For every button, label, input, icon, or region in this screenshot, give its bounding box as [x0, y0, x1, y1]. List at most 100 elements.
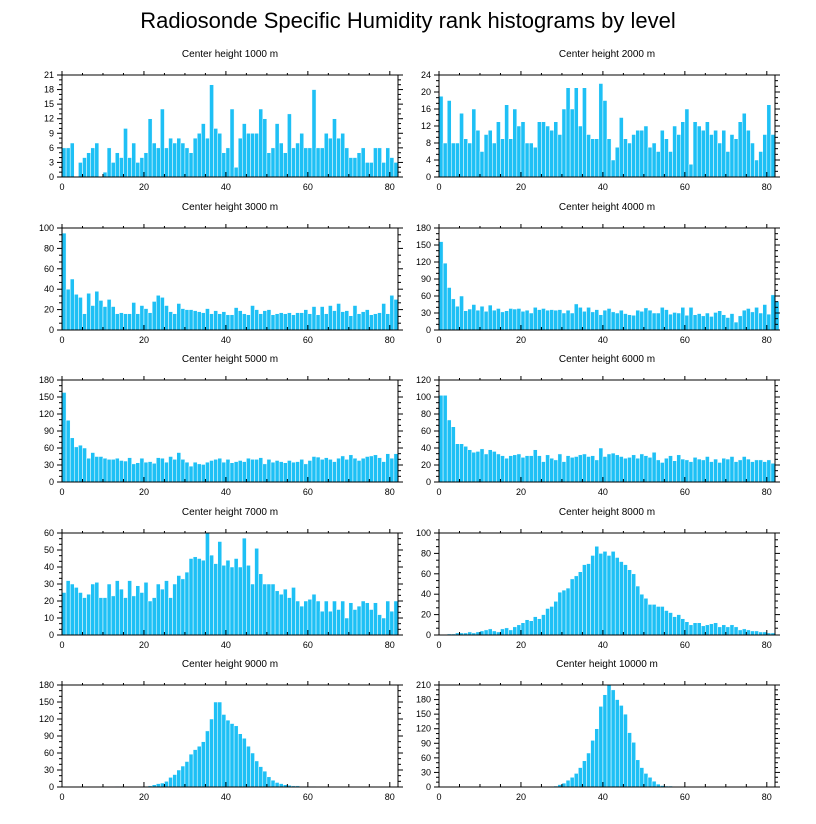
y-tick-label: 24 [421, 70, 431, 80]
histogram-bar [168, 456, 173, 483]
histogram-bar [184, 571, 190, 636]
histogram-bar [106, 299, 112, 331]
histogram-bar [61, 147, 67, 178]
histogram-bar [262, 310, 268, 331]
histogram-bar [184, 309, 190, 331]
histogram-bar [442, 395, 448, 483]
histogram-bar [221, 461, 227, 483]
histogram-bar [254, 309, 259, 331]
histogram-bar [614, 454, 620, 483]
histogram-bar [135, 462, 141, 483]
histogram-bar [631, 315, 636, 331]
panel-title: Center height 10000 m [556, 659, 658, 670]
histogram-bar [287, 312, 292, 331]
histogram-bar [582, 311, 587, 331]
histogram-bar [725, 626, 731, 636]
histogram-bar [553, 121, 559, 178]
histogram-bar [381, 303, 386, 331]
histogram-bar [463, 310, 468, 331]
histogram-bar [696, 622, 702, 636]
histogram-bar [442, 142, 448, 178]
histogram-bar [221, 565, 227, 636]
histogram-bar [557, 134, 563, 178]
histogram-bar [360, 311, 366, 331]
histogram-bar [393, 600, 399, 636]
histogram-bar [627, 457, 632, 483]
histogram-bar [688, 164, 694, 178]
histogram-bar [631, 742, 636, 788]
histogram-bar [311, 593, 317, 636]
histogram-bar [377, 147, 382, 178]
histogram-bar [696, 458, 702, 483]
x-tick-label: 40 [221, 792, 231, 802]
histogram-bar [221, 714, 227, 788]
y-tick-label: 80 [421, 548, 431, 558]
histogram-bar [237, 566, 243, 636]
histogram-bar [438, 96, 444, 178]
x-tick-label: 0 [59, 640, 64, 650]
histogram-bar [709, 623, 714, 636]
histogram-bar [610, 159, 616, 178]
histogram-bar [94, 290, 100, 331]
histogram-bar [270, 147, 276, 178]
histogram-bar [168, 777, 173, 788]
histogram-bar [283, 588, 288, 636]
histogram-bar [520, 622, 526, 636]
histogram-bar [262, 118, 268, 178]
histogram-bar [623, 713, 628, 788]
histogram-bar [643, 598, 649, 636]
histogram-bar [504, 310, 509, 331]
histogram-bar [565, 587, 571, 636]
histogram-bar [102, 306, 108, 331]
histogram-bar [348, 315, 354, 331]
histogram-bar [303, 309, 309, 331]
x-tick-label: 0 [436, 640, 441, 650]
histogram-bar [225, 559, 231, 636]
histogram-bar [102, 457, 108, 483]
histogram-bar [295, 312, 300, 331]
histogram-bar [672, 616, 677, 636]
histogram-bar [74, 446, 79, 483]
histogram-bar [467, 142, 473, 178]
histogram-bar [586, 134, 591, 178]
histogram-bar [127, 580, 132, 636]
histogram-bar [492, 309, 497, 331]
histogram-bar [315, 314, 321, 331]
histogram-bar [717, 462, 722, 483]
histogram-bar [250, 305, 255, 331]
histogram-bar [623, 457, 628, 483]
y-tick-label: 180 [416, 223, 431, 233]
histogram-bar [651, 780, 657, 788]
histogram-panel: Center height 6000 m 0 20 40 60 80 0 20 40 60 80 10… [416, 354, 780, 497]
x-tick-label: 60 [680, 792, 690, 802]
histogram-panel: Center height 1000 m 0 20 40 60 80 0 3 6 9 12 15 18 2… [44, 49, 403, 192]
histogram-bar [758, 459, 763, 483]
histogram-bar [594, 309, 600, 331]
x-tick-label: 0 [59, 792, 64, 802]
histogram-bar [606, 138, 612, 178]
y-tick-label: 150 [39, 697, 54, 707]
histogram-bar [573, 303, 579, 331]
histogram-bar [647, 309, 653, 331]
histogram-bar [74, 294, 79, 331]
histogram-bar [127, 157, 132, 178]
histogram-bar [651, 142, 657, 178]
histogram-bar [754, 159, 759, 178]
histogram-bar [750, 461, 755, 483]
histogram-bar [221, 311, 227, 331]
histogram-bar [746, 130, 751, 178]
histogram-bar [557, 309, 563, 331]
histogram-bar [733, 321, 739, 331]
x-tick-label: 40 [598, 487, 608, 497]
histogram-bar [627, 142, 632, 178]
histogram-bar [483, 134, 489, 178]
histogram-bar [569, 777, 575, 788]
histogram-bar [639, 767, 645, 788]
panel-title: Center height 6000 m [559, 354, 655, 365]
histogram-bar [746, 458, 751, 483]
histogram-bar [483, 629, 489, 636]
histogram-bar [381, 162, 386, 178]
histogram-bar [233, 461, 239, 483]
histogram-bar [233, 167, 239, 178]
histogram-bar [774, 300, 780, 331]
